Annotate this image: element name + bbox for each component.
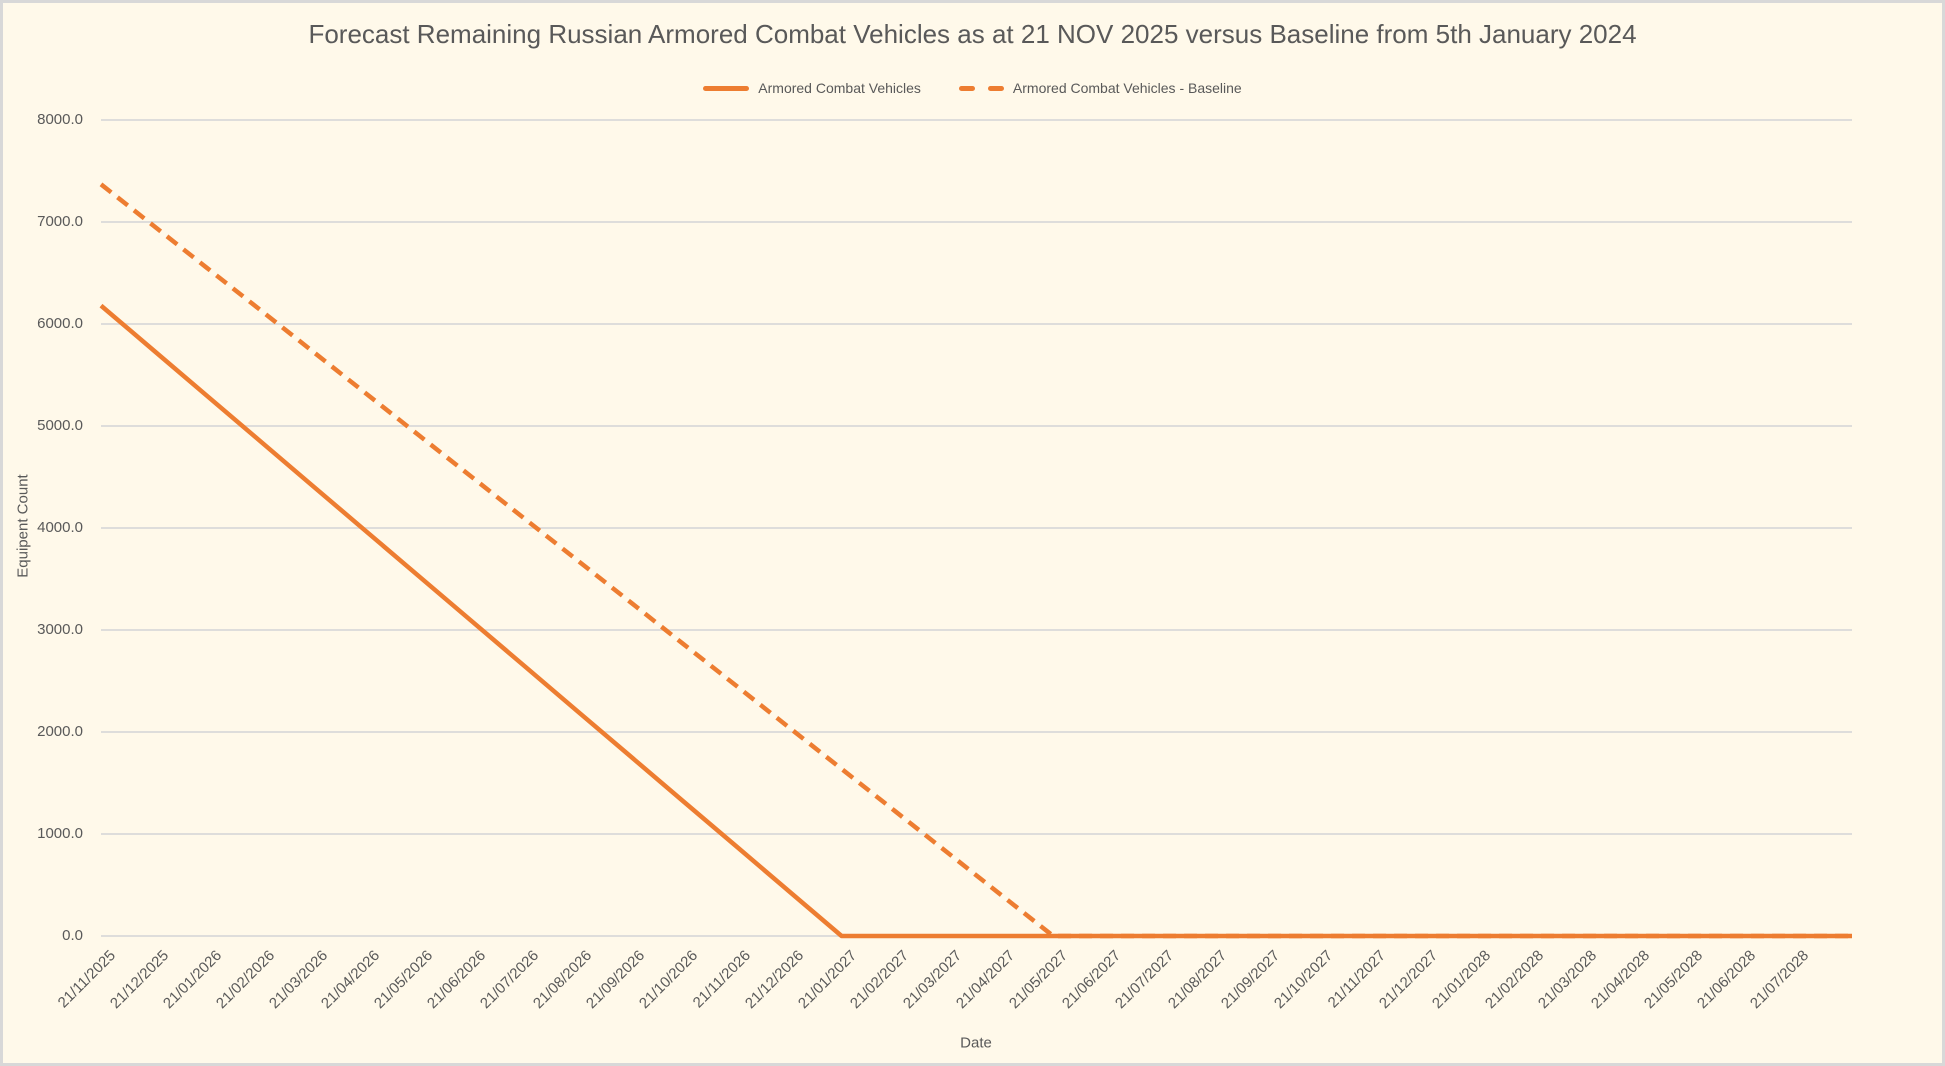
legend-item-baseline: Armored Combat Vehicles - Baseline <box>958 80 1242 96</box>
legend-label-armored-combat-vehicles: Armored Combat Vehicles <box>758 80 921 96</box>
y-tick-label: 2000.0 <box>37 723 83 740</box>
y-tick-label: 1000.0 <box>37 825 83 842</box>
y-tick-label: 3000.0 <box>37 621 83 638</box>
y-tick-label: 5000.0 <box>37 417 83 434</box>
y-tick-label: 0.0 <box>62 927 83 944</box>
x-axis-title: Date <box>960 1034 992 1052</box>
plot-area <box>99 119 1852 939</box>
legend-label-baseline: Armored Combat Vehicles - Baseline <box>1012 80 1242 96</box>
y-tick-label: 7000.0 <box>37 213 83 230</box>
dashed-line-swatch-icon <box>958 85 1004 91</box>
legend-item-armored-combat-vehicles: Armored Combat Vehicles <box>703 80 921 96</box>
solid-line-swatch-icon <box>703 85 750 91</box>
chart-title: Forecast Remaining Russian Armored Comba… <box>308 19 1637 49</box>
y-axis-title: Equipent Count <box>14 474 32 578</box>
legend: Armored Combat Vehicles Armored Combat V… <box>3 80 1942 96</box>
series-line-armored-combat-vehicles-baseline <box>99 182 1852 939</box>
y-tick-label: 8000.0 <box>37 111 83 128</box>
y-tick-label: 6000.0 <box>37 315 83 332</box>
y-tick-label: 4000.0 <box>37 519 83 536</box>
series-line-armored-combat-vehicles <box>99 303 1852 939</box>
